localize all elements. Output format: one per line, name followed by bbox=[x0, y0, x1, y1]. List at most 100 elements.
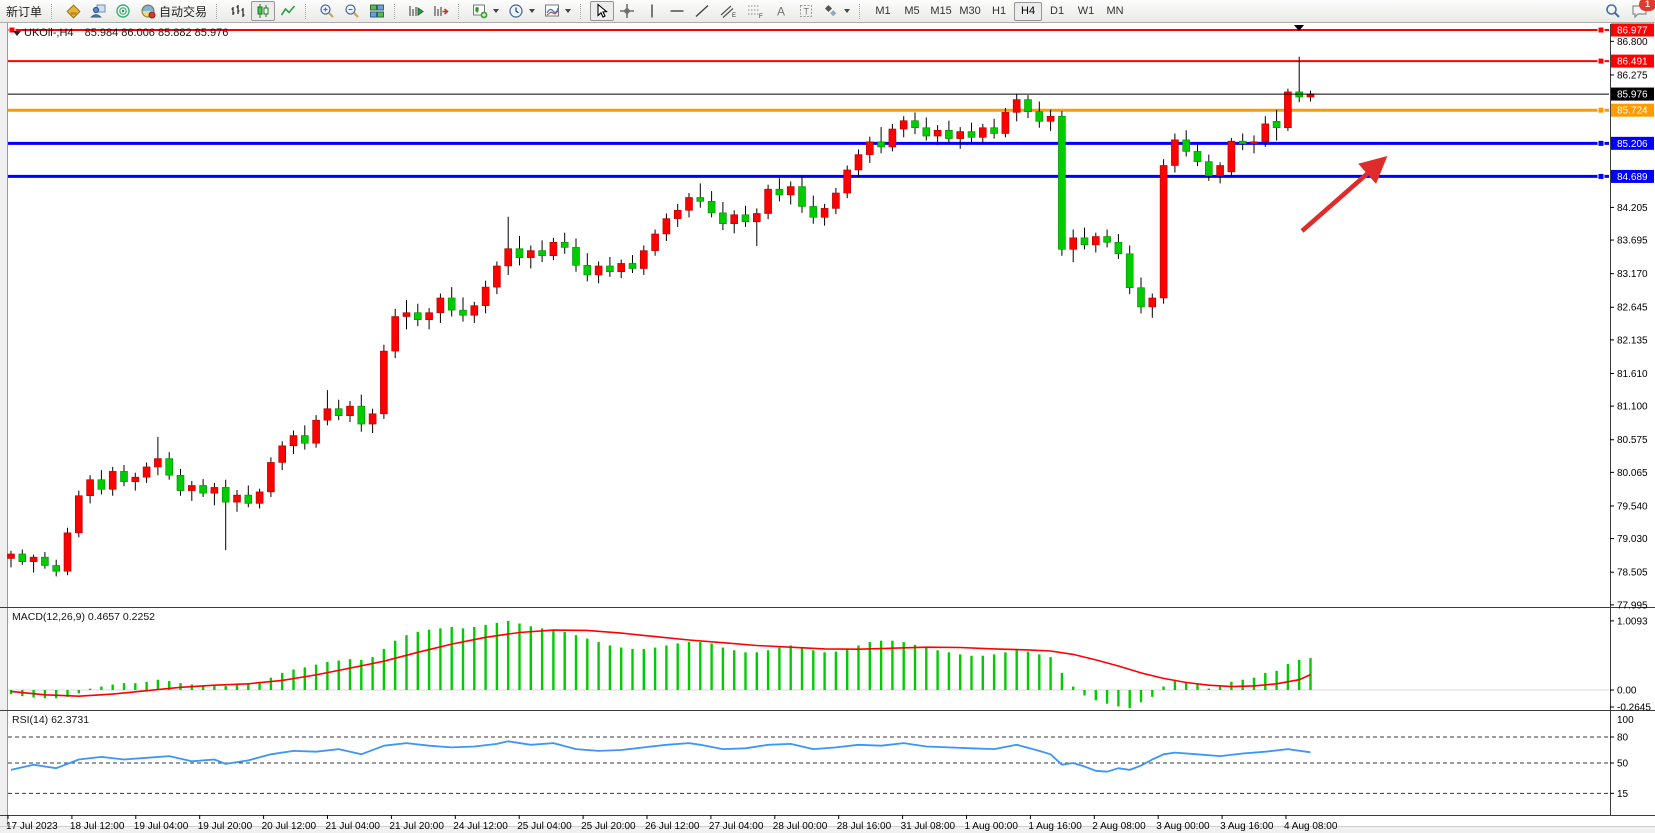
rsi-level-label: 50 bbox=[1617, 759, 1629, 770]
timeframe-m15-button[interactable]: M15 bbox=[927, 2, 955, 21]
bar-chart-button[interactable] bbox=[226, 1, 250, 21]
symbol-period-label: UKOil-,H4 bbox=[24, 27, 74, 39]
time-label: 28 Jul 16:00 bbox=[837, 821, 892, 832]
market-icon bbox=[66, 4, 81, 19]
candlestick-chart-button[interactable] bbox=[251, 1, 276, 21]
arrows-tool-button[interactable] bbox=[819, 1, 854, 21]
candle bbox=[617, 259, 626, 279]
price-badge-label: 86.977 bbox=[1617, 26, 1648, 37]
candle bbox=[1012, 93, 1021, 122]
candle bbox=[1080, 227, 1089, 250]
candle bbox=[809, 195, 818, 224]
tile-windows-button[interactable] bbox=[365, 1, 389, 21]
new-chart-button[interactable] bbox=[468, 1, 503, 21]
label-glyph: T bbox=[804, 7, 810, 17]
zoom-in-button[interactable] bbox=[315, 1, 339, 21]
toolbar-grip bbox=[458, 3, 464, 19]
candle bbox=[933, 125, 942, 146]
timeframe-d1-button[interactable]: D1 bbox=[1043, 2, 1071, 21]
hline-handle[interactable] bbox=[1597, 57, 1605, 65]
candle bbox=[131, 472, 140, 491]
candle bbox=[97, 470, 106, 495]
toolbar-grip bbox=[394, 3, 400, 19]
timeframe-h1-button[interactable]: H1 bbox=[985, 2, 1013, 21]
time-label: 19 Jul 20:00 bbox=[198, 821, 253, 832]
hline-handle[interactable] bbox=[1597, 26, 1605, 34]
market-button[interactable] bbox=[61, 1, 85, 21]
periods-button[interactable] bbox=[504, 1, 539, 21]
candle bbox=[493, 261, 501, 295]
candle bbox=[18, 549, 27, 565]
price-badge-label: 85.206 bbox=[1617, 139, 1648, 150]
arrow-annotation[interactable] bbox=[1300, 156, 1388, 233]
toolbar-grip bbox=[580, 3, 586, 19]
candle bbox=[1171, 133, 1179, 173]
price-badge-label: 85.976 bbox=[1617, 90, 1648, 101]
trendline-tool-button[interactable] bbox=[690, 1, 714, 21]
timeframe-mn-button[interactable]: MN bbox=[1101, 2, 1129, 21]
candle bbox=[820, 203, 829, 226]
autotrading-button[interactable]: 自动交易 bbox=[136, 1, 211, 21]
candle bbox=[267, 457, 275, 498]
dropdown-caret bbox=[529, 9, 536, 13]
zoom-out-button[interactable] bbox=[340, 1, 364, 21]
candle bbox=[1024, 95, 1032, 119]
candle bbox=[481, 280, 490, 314]
cursor-tool-button[interactable] bbox=[590, 1, 615, 21]
timeframe-m5-button[interactable]: M5 bbox=[898, 2, 926, 21]
candle bbox=[775, 178, 784, 202]
text-tool-button[interactable]: A bbox=[769, 1, 793, 21]
chart-shift-marker[interactable] bbox=[1294, 25, 1304, 31]
candle bbox=[741, 205, 750, 227]
candle bbox=[1069, 229, 1077, 263]
hline-handle[interactable] bbox=[1597, 172, 1605, 180]
channel-tool-button[interactable]: E bbox=[715, 1, 741, 21]
timeframe-w1-button[interactable]: W1 bbox=[1072, 2, 1100, 21]
candle bbox=[63, 527, 72, 576]
candle bbox=[1001, 107, 1010, 138]
candle bbox=[865, 136, 874, 163]
label-tool-button[interactable]: T bbox=[794, 1, 818, 21]
timeframe-h4-button[interactable]: H4 bbox=[1014, 1, 1043, 21]
toolbar-grip bbox=[216, 3, 222, 19]
channel-icon: E bbox=[720, 5, 736, 19]
candle bbox=[832, 187, 840, 215]
hline-handle[interactable] bbox=[1597, 139, 1605, 147]
time-label: 24 Jul 12:00 bbox=[453, 821, 508, 832]
toolbar: 新订单 自动交易 bbox=[0, 0, 1655, 23]
time-label: 17 Jul 2023 bbox=[6, 821, 58, 832]
line-chart-icon bbox=[280, 5, 296, 16]
notifications-button[interactable]: 1 bbox=[1631, 0, 1655, 20]
candle bbox=[538, 240, 546, 263]
horizontal-line-tool-button[interactable] bbox=[665, 1, 689, 21]
candle bbox=[289, 430, 298, 455]
candle bbox=[639, 245, 648, 275]
timeframe-m30-button[interactable]: M30 bbox=[956, 2, 984, 21]
candle bbox=[470, 301, 479, 323]
hline-handle[interactable] bbox=[1597, 106, 1605, 114]
candle bbox=[978, 123, 987, 143]
candle bbox=[165, 452, 173, 480]
price-tick-label: 83.695 bbox=[1617, 236, 1648, 247]
candle bbox=[594, 261, 603, 284]
time-label: 25 Jul 04:00 bbox=[517, 821, 572, 832]
signals-button[interactable] bbox=[111, 1, 135, 21]
candle bbox=[52, 559, 61, 577]
auto-scroll-button[interactable] bbox=[404, 1, 428, 21]
indicators-button[interactable] bbox=[540, 1, 575, 21]
timeframe-m1-button[interactable]: M1 bbox=[869, 2, 897, 21]
candle bbox=[7, 550, 15, 568]
one-click-trading-toggle[interactable] bbox=[13, 31, 21, 36]
search-button[interactable] bbox=[1601, 1, 1625, 21]
new-order-button[interactable]: 新订单 bbox=[2, 1, 46, 21]
macd-axis-label: -0.2645 bbox=[1617, 703, 1651, 714]
crosshair-tool-button[interactable] bbox=[615, 1, 639, 21]
line-chart-button[interactable] bbox=[276, 1, 300, 21]
hline-handle[interactable] bbox=[8, 26, 16, 34]
vertical-line-tool-button[interactable] bbox=[640, 1, 664, 21]
profile-button[interactable] bbox=[86, 1, 110, 21]
fibonacci-tool-button[interactable]: F bbox=[742, 1, 768, 21]
candle bbox=[1182, 130, 1190, 157]
chart-shift-button[interactable] bbox=[429, 1, 453, 21]
